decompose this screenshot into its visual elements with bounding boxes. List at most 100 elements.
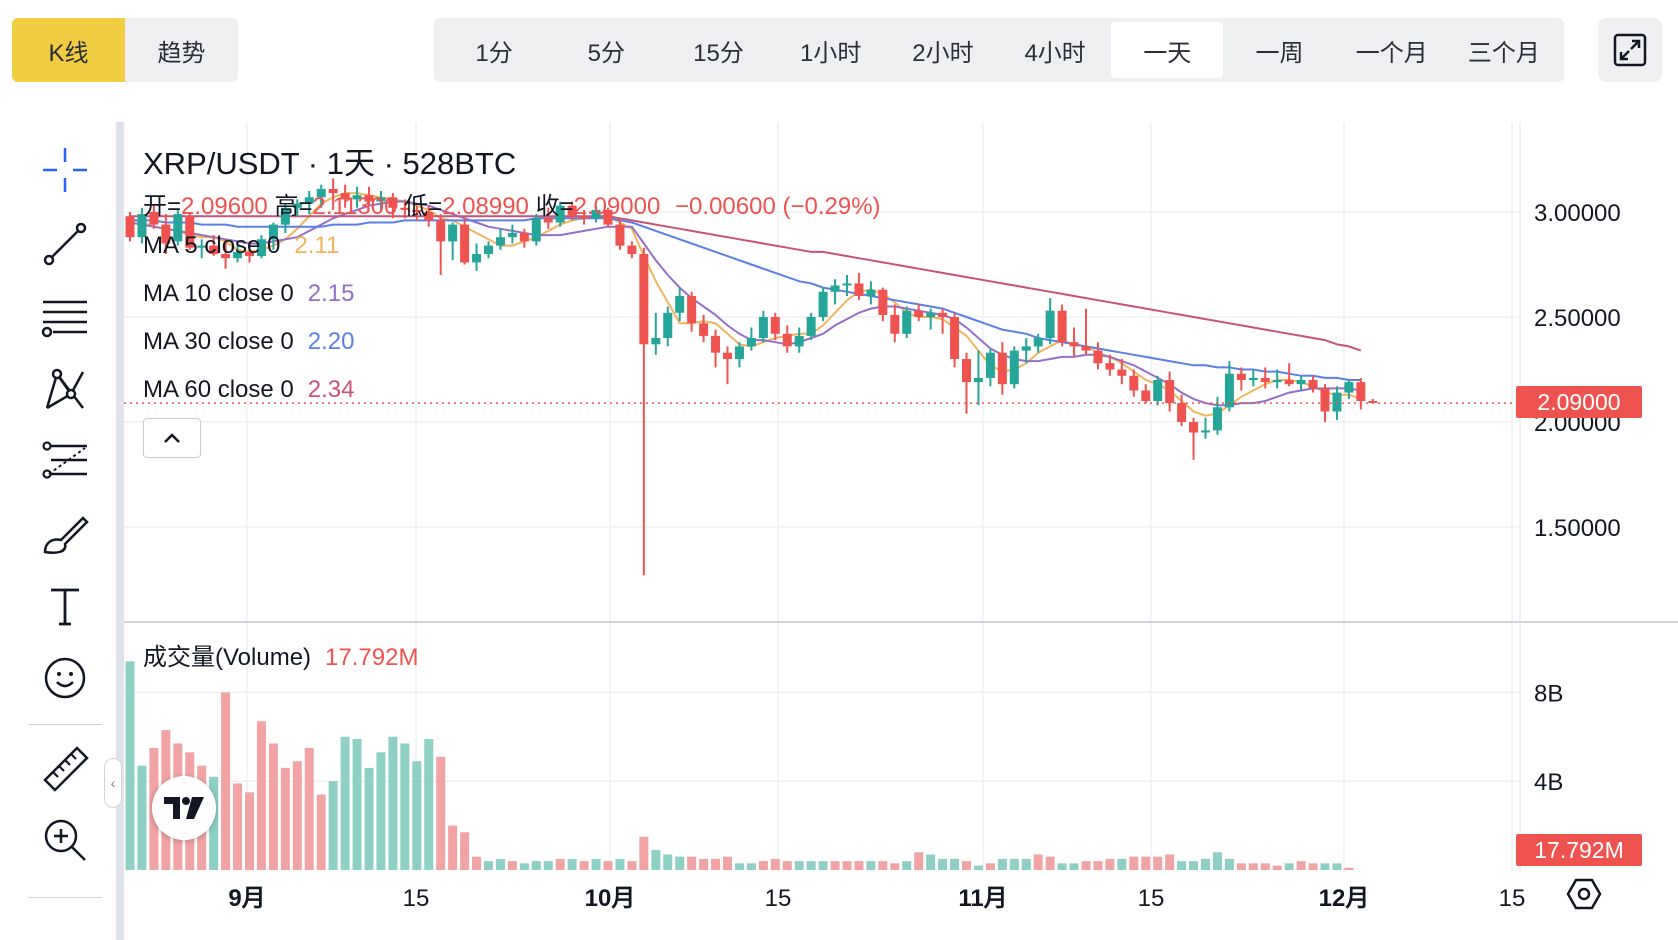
volume-bar [495,858,505,870]
interval-1m[interactable]: 1分 [475,39,513,67]
candle [316,184,326,208]
candle-body [412,209,422,212]
volume-bar [507,861,517,870]
pattern-tool[interactable] [28,360,102,420]
volume-legend[interactable]: 成交量(Volume) 17.792M [143,637,418,672]
volume-bar [1248,863,1258,870]
ma10-legend[interactable]: MA 10 close 0 2.15 [143,280,354,308]
interval-1h[interactable]: 1小时 [800,39,862,67]
candle [1344,380,1354,399]
candle-body [1332,392,1342,412]
volume-bar [316,794,326,870]
candle [1033,333,1043,353]
candle-body [1272,380,1282,383]
candle [507,224,517,244]
candle [1141,384,1151,404]
brush-tool[interactable] [28,504,102,564]
chart-settings-button[interactable] [1566,876,1602,912]
collapse-legend-button[interactable] [143,418,201,458]
volume-bar [1284,863,1294,870]
candle-body [603,209,613,225]
tradingview-logo[interactable] [152,776,216,840]
trend-line-tool[interactable] [28,214,102,274]
toolbar-collapse-handle[interactable]: ‹ [104,758,122,808]
candle [973,350,983,406]
candle [567,201,577,221]
fullscreen-button[interactable] [1598,18,1662,82]
price-tick-label: 2.50000 [1534,305,1621,332]
candle [1284,363,1294,387]
candle [1201,417,1210,439]
ma30-legend[interactable]: MA 30 close 0 2.20 [143,328,354,356]
text-tool[interactable] [28,576,102,636]
fib-tool[interactable] [28,432,102,492]
volume-bar [782,861,792,870]
crosshair-tool[interactable] [28,140,102,200]
candle-body [1153,380,1163,401]
candle [842,275,852,296]
interval-5m[interactable]: 5分 [587,39,625,67]
interval-1d[interactable]: 一天 [1111,22,1224,78]
candle-body [424,212,434,221]
volume-bar [842,861,852,870]
candle [173,209,183,246]
candle [328,178,338,210]
candle-body [125,216,135,238]
candle [675,287,685,322]
candle-body [1057,310,1067,343]
candle-body [567,205,577,217]
candle [495,228,505,250]
candle-body [256,239,266,257]
ma-value: 2.34 [307,376,355,403]
interval-switch: 1分 5分 15分 1小时 2小时 4小时 一天 一周 一个月 三个月 [434,18,1564,82]
candle [1045,298,1055,345]
kline-button[interactable]: K线 [12,18,125,82]
candle [997,342,1007,395]
candle-body [448,224,458,242]
candle-body [292,203,302,208]
interval-15m[interactable]: 15分 [693,39,744,67]
candle [902,306,912,338]
candle-body [352,195,362,200]
candle [603,207,613,227]
candle [531,214,541,246]
horizontal-lines-tool[interactable] [28,288,102,348]
candle [233,243,243,263]
volume-bar [472,856,482,870]
candle-body [149,212,159,225]
interval-3mo[interactable]: 三个月 [1467,39,1540,67]
volume-bar [1153,856,1163,870]
candle-body [1141,390,1151,401]
interval-2h[interactable]: 2小时 [912,39,974,67]
candle [448,222,458,261]
candle-body [651,338,661,345]
interval-1w[interactable]: 一周 [1255,39,1304,67]
ma5-legend[interactable]: MA 5 close 0 2.11 [143,232,339,260]
volume-bar [1272,865,1282,870]
candle-body [950,317,960,359]
volume-bar [1069,863,1079,870]
ruler-tool[interactable] [28,738,102,798]
zoom-in-tool[interactable] [28,810,102,870]
volume-bar [328,781,338,870]
candle-body [460,224,470,263]
candle-body [1009,350,1019,385]
volume-bar [973,865,983,870]
interval-1mo[interactable]: 一个月 [1355,39,1428,67]
volume-bar [1117,858,1127,870]
candle-body [1296,380,1306,385]
trend-button[interactable]: 趋势 [157,39,206,67]
change-value: −0.00600 (−0.29%) [675,193,881,220]
candle-body [173,214,183,242]
ma60-legend[interactable]: MA 60 close 0 2.34 [143,376,354,404]
candle [639,247,649,576]
volume-bar [830,861,840,870]
candle-body [472,254,482,263]
emoji-icon [44,657,86,699]
candle [137,207,147,244]
volume-bar [1296,861,1306,870]
emoji-tool[interactable] [28,648,102,708]
interval-4h[interactable]: 4小时 [1024,39,1086,67]
